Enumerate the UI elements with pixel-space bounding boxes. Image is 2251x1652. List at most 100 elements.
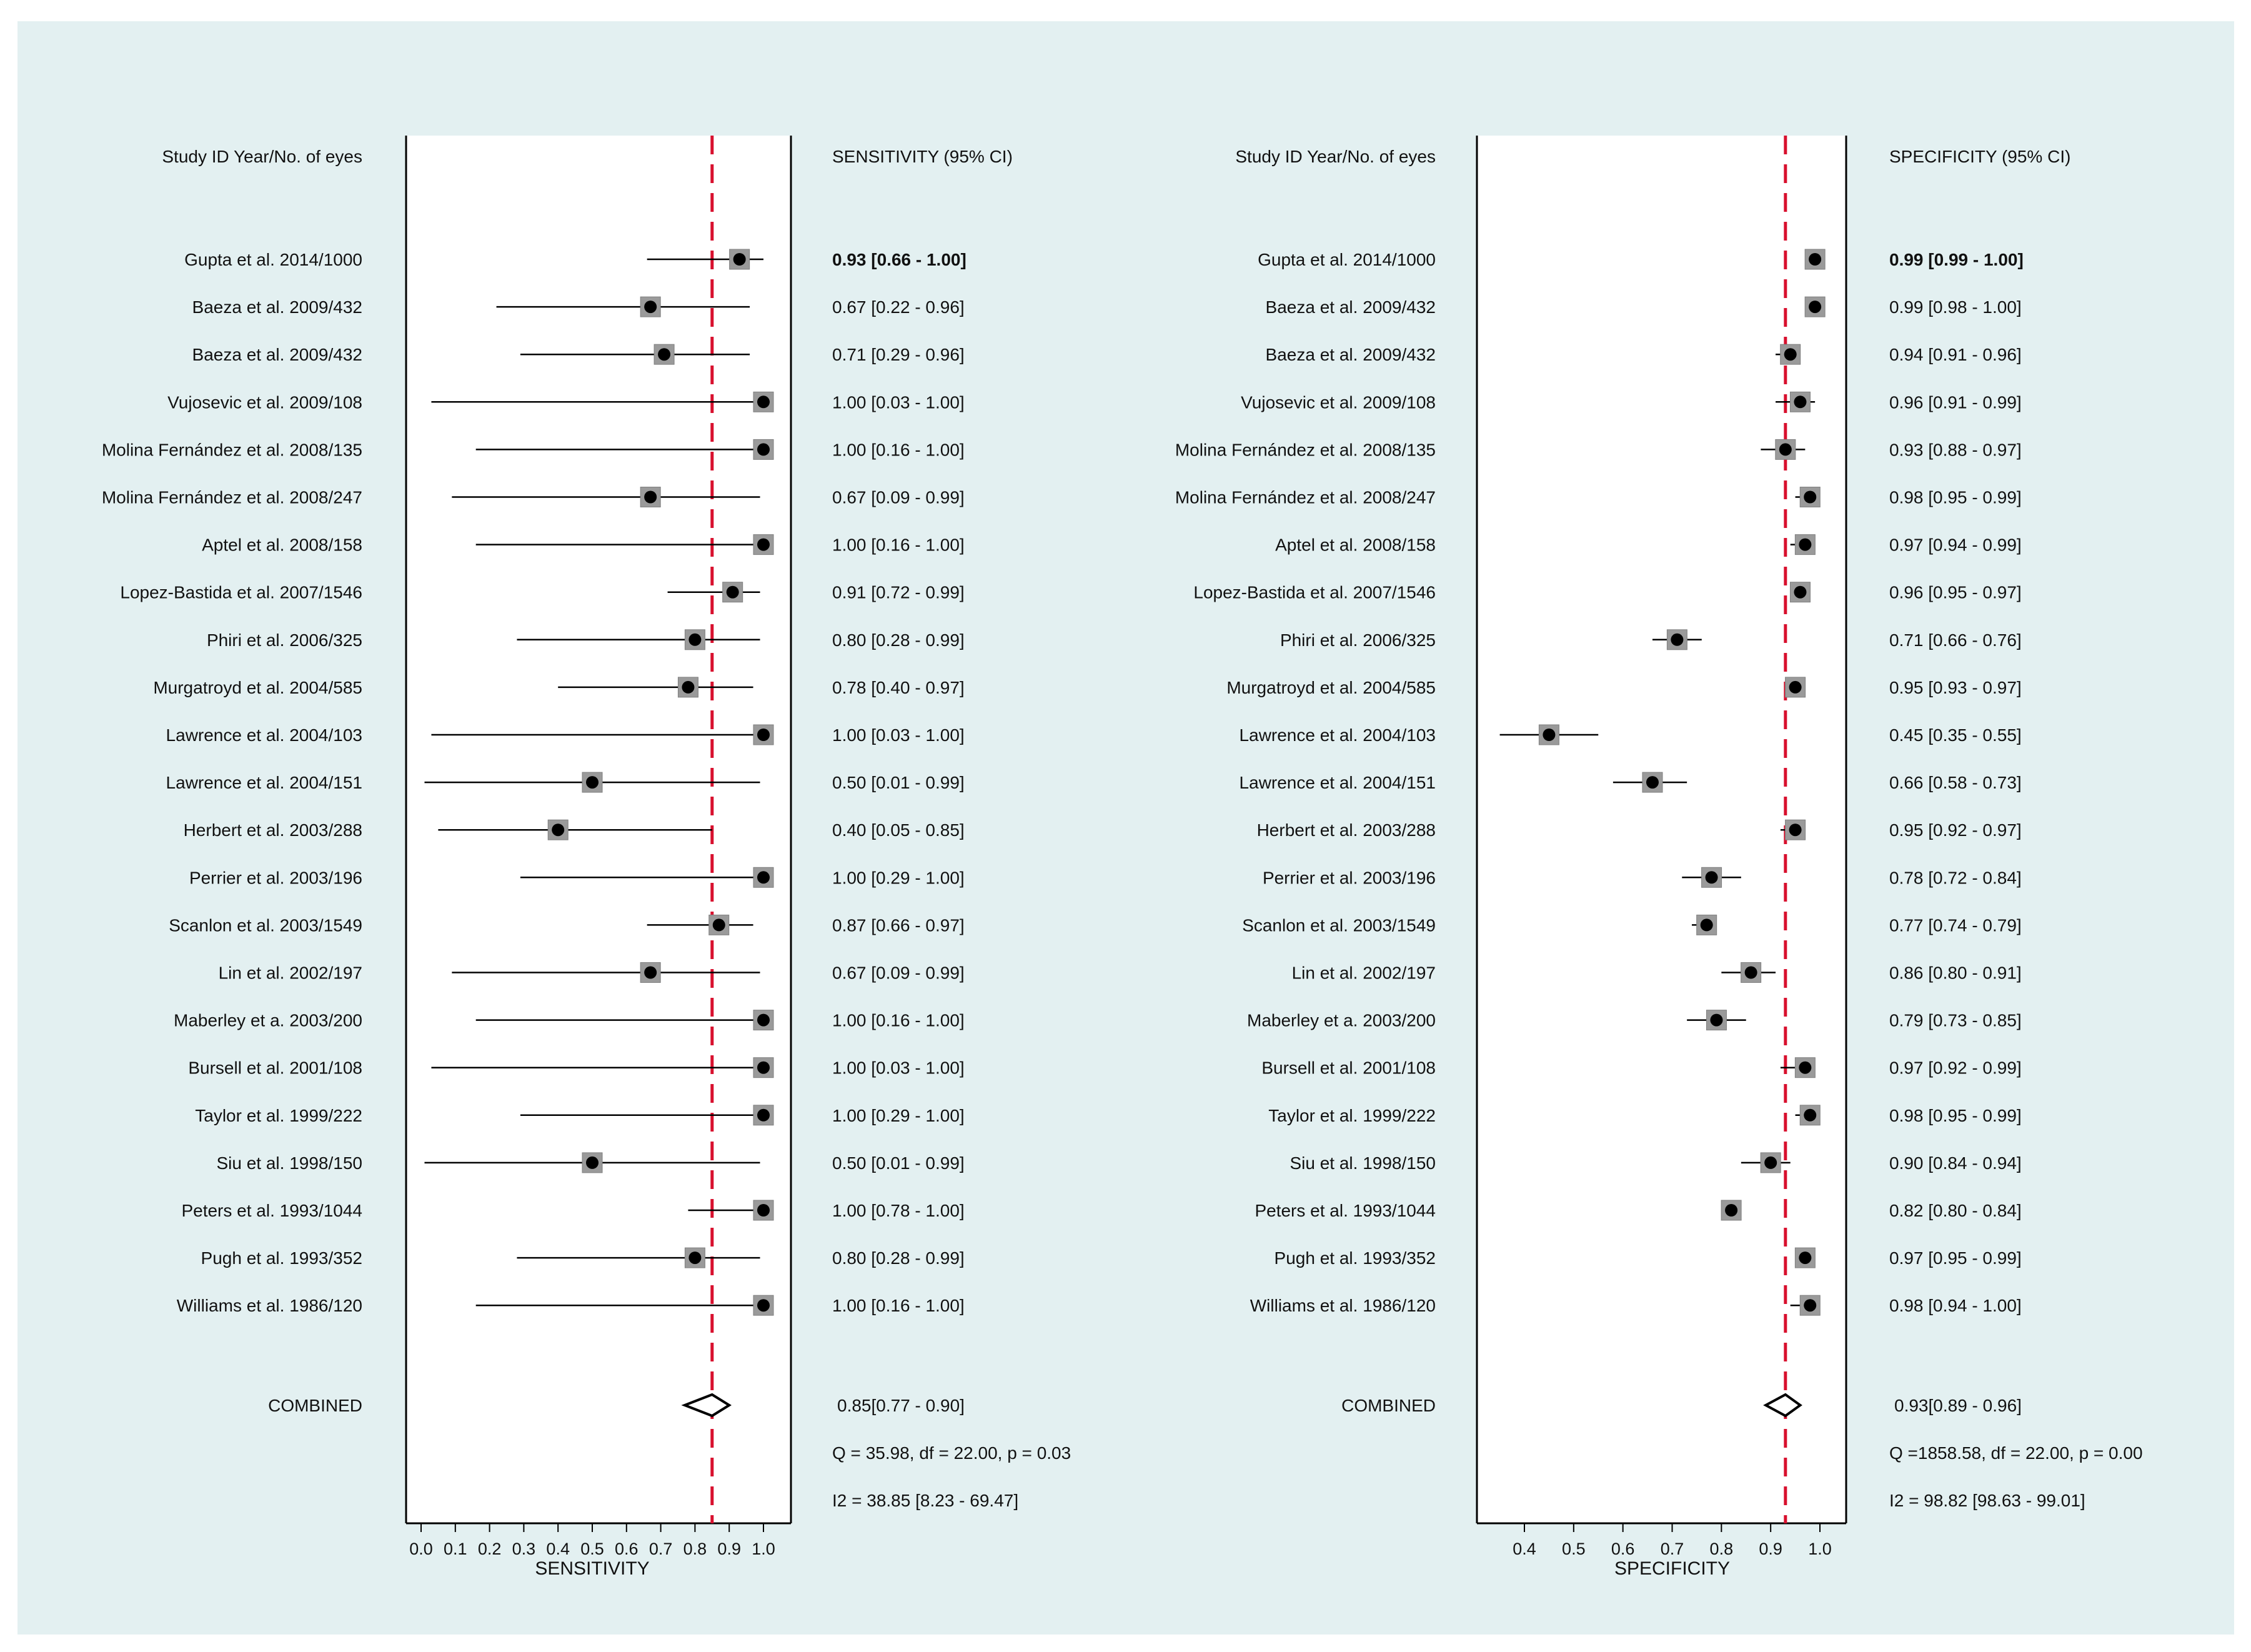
spec-ci-value: 0.45 [0.35 - 0.55] [1889,725,2022,745]
sens-weight-box [753,1105,774,1126]
sens-study-label: Lawrence et al. 2004/103 [166,725,362,745]
sens-study-label: Peters et al. 1993/1044 [181,1201,362,1220]
spec-study-label: Lawrence et al. 2004/151 [1240,773,1436,792]
spec-ci-value: 0.96 [0.91 - 0.99] [1889,392,2022,412]
sens-study-label: Scanlon et al. 2003/1549 [169,915,362,935]
sens-study-label: Bursell et al. 2001/108 [188,1058,362,1078]
spec-point-estimate [1725,1204,1738,1217]
sens-tick-label: 0.3 [512,1540,536,1558]
sens-column-title: SENSITIVITY (95% CI) [832,147,1013,166]
spec-point-estimate [1804,490,1817,504]
spec-study-label: Gupta et al. 2014/1000 [1258,250,1436,269]
spec-point-estimate [1646,776,1659,789]
spec-study-label: Phiri et al. 2006/325 [1280,630,1436,650]
sens-ci-value: 0.50 [0.01 - 0.99] [832,773,965,792]
spec-i2: I2 = 98.82 [98.63 - 99.01] [1889,1491,2085,1510]
sens-ci-value: 0.67 [0.09 - 0.99] [832,488,965,507]
spec-heterogeneity: Q =1858.58, df = 22.00, p = 0.00 [1889,1443,2143,1463]
sens-study-label: Molina Fernández et al. 2008/247 [102,488,362,507]
spec-ci-value: 0.66 [0.58 - 0.73] [1889,773,2022,792]
spec-tick-label: 0.7 [1661,1540,1684,1558]
sens-ci-value: 0.71 [0.29 - 0.96] [832,345,965,364]
sens-study-label: Lin et al. 2002/197 [219,963,362,983]
sens-ci-value: 1.00 [0.16 - 1.00] [832,535,965,555]
spec-ci-value: 0.98 [0.95 - 0.99] [1889,1106,2022,1125]
sens-ci-value: 0.50 [0.01 - 0.99] [832,1153,965,1173]
spec-point-estimate [1789,824,1802,837]
sens-point-estimate [712,918,725,932]
spec-point-estimate [1799,538,1812,551]
sens-point-estimate [688,1251,702,1265]
sens-study-label: Phiri et al. 2006/325 [207,630,362,650]
sens-combined-label: COMBINED [268,1396,362,1415]
spec-ci-value: 0.96 [0.95 - 0.97] [1889,583,2022,602]
spec-point-estimate [1804,1299,1817,1312]
sens-point-estimate [757,538,770,551]
sens-tick-label: 0.5 [580,1540,604,1558]
spec-point-estimate [1809,301,1822,314]
sens-ci-value: 0.67 [0.09 - 0.99] [832,963,965,983]
spec-study-label: Perrier et al. 2003/196 [1263,868,1436,887]
sens-point-estimate [586,776,599,789]
spec-study-label: Peters et al. 1993/1044 [1255,1201,1436,1220]
spec-ci-value: 0.94 [0.91 - 0.96] [1889,345,2022,364]
sens-point-estimate [586,1156,599,1169]
spec-column-title: SPECIFICITY (95% CI) [1889,147,2070,166]
sens-study-label: Perrier et al. 2003/196 [189,868,362,887]
sens-tick-label: 0.6 [615,1540,639,1558]
sens-point-estimate [757,871,770,884]
sens-study-label: Williams et al. 1986/120 [177,1296,362,1315]
forest-plot-figure: Study ID Year/No. of eyes SENSITIVITY (95… [102,136,2143,1579]
spec-combined-value: 0.93[0.89 - 0.96] [1894,1396,2022,1415]
spec-point-estimate [1799,1251,1812,1265]
spec-study-label: Maberley et a. 2003/200 [1247,1011,1436,1030]
sens-tick-label: 1.0 [752,1540,775,1558]
sens-ci-value: 0.40 [0.05 - 0.85] [832,820,965,840]
spec-study-label: Aptel et al. 2008/158 [1275,535,1436,555]
spec-point-estimate [1764,1156,1777,1169]
spec-study-label: Pugh et al. 1993/352 [1275,1248,1436,1268]
spec-point-estimate [1794,396,1807,409]
sens-point-estimate [644,490,657,504]
spec-study-label: Molina Fernández et al. 2008/135 [1175,440,1436,459]
spec-weight-box [1785,677,1806,698]
sens-tick-label: 0.2 [478,1540,502,1558]
spec-point-estimate [1784,348,1797,361]
sens-study-label: Aptel et al. 2008/158 [202,535,362,555]
spec-study-label: Vujosevic et al. 2009/108 [1241,392,1436,412]
spec-point-estimate [1671,633,1684,646]
spec-combined-label: COMBINED [1341,1396,1436,1415]
spec-tick-label: 0.9 [1759,1540,1782,1558]
spec-ci-value: 0.95 [0.93 - 0.97] [1889,678,2022,697]
spec-point-estimate [1794,585,1807,599]
sens-combined-diamond [681,1393,732,1418]
spec-study-label: Baeza et al. 2009/432 [1266,297,1436,317]
sens-study-label: Siu et al. 1998/150 [216,1153,362,1173]
sens-study-label: Gupta et al. 2014/1000 [184,250,362,269]
spec-study-header: Study ID Year/No. of eyes [1235,147,1436,166]
sens-weight-box [640,962,661,983]
sens-point-estimate [658,348,671,361]
sens-ci-value: 0.93 [0.66 - 1.00] [832,250,966,269]
sens-combined-value: 0.85[0.77 - 0.90] [837,1396,965,1415]
sens-point-estimate [733,253,746,266]
sens-point-estimate [757,1299,770,1312]
sens-ci-value: 1.00 [0.29 - 1.00] [832,868,965,887]
spec-ci-value: 0.90 [0.84 - 0.94] [1889,1153,2022,1173]
spec-ci-value: 0.82 [0.80 - 0.84] [1889,1201,2022,1220]
sens-tick-label: 0.4 [546,1540,570,1558]
spec-point-estimate [1700,918,1713,932]
sens-ci-value: 1.00 [0.78 - 1.00] [832,1201,965,1220]
sens-point-estimate [757,1108,770,1122]
spec-weight-box [1785,819,1806,840]
sens-study-label: Herbert et al. 2003/288 [184,820,362,840]
spec-ci-value: 0.98 [0.95 - 0.99] [1889,488,2022,507]
sens-ci-value: 1.00 [0.16 - 1.00] [832,1011,965,1030]
sens-study-label: Lopez-Bastida et al. 2007/1546 [120,583,362,602]
spec-point-estimate [1543,729,1556,741]
spec-study-label: Bursell et al. 2001/108 [1261,1058,1436,1078]
sens-axis-label: SENSITIVITY [535,1558,649,1579]
spec-tick-label: 0.6 [1611,1540,1635,1558]
spec-study-label: Lawrence et al. 2004/103 [1240,725,1436,745]
sens-study-label: Maberley et a. 2003/200 [174,1011,362,1030]
